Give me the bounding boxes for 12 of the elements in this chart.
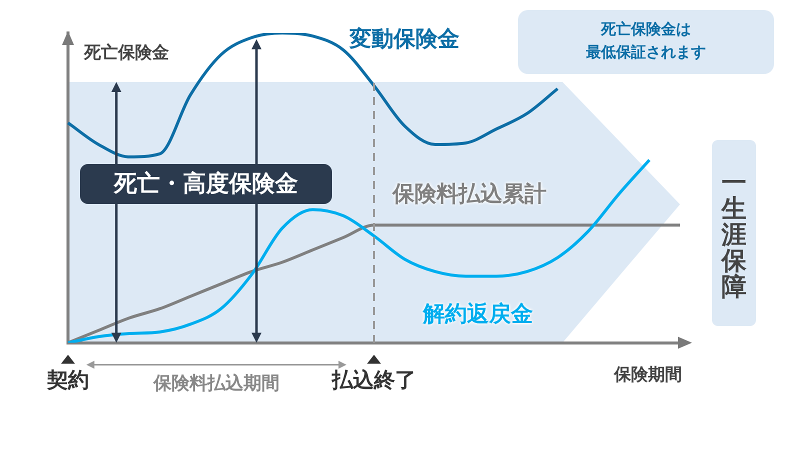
series-label: 解約返戻金 (422, 301, 533, 330)
text: 保険料払込期間 (153, 372, 280, 394)
x-tick-label: 払込終了 (331, 368, 416, 392)
annotation: 死亡保険金は (600, 19, 692, 40)
annotation: 最低保証されます (585, 42, 707, 63)
series-label: 変動保険金 (350, 26, 460, 54)
y-axis-title: 死亡保険金 (84, 42, 169, 64)
annotation: 死亡・高度保険金 (80, 164, 332, 204)
x-tick-label: 契約 (46, 368, 89, 392)
series-label: 保険料払込累計 (392, 180, 546, 209)
text: 一生涯保障 (721, 168, 747, 301)
x-axis-title: 保険期間 (614, 364, 682, 386)
